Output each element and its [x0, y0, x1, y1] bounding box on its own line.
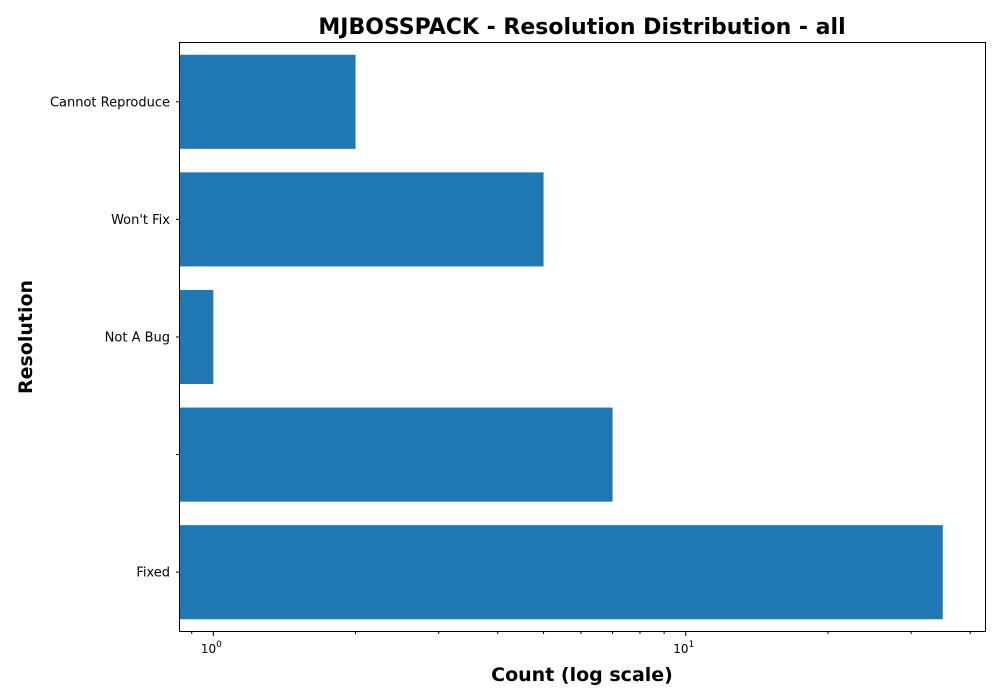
chart-title: MJBOSSPACK - Resolution Distribution - a… — [318, 15, 845, 40]
x-ticks-group: 100 101 — [191, 631, 971, 656]
y-tick-label: Won't Fix — [111, 213, 170, 228]
bar-unlabeled — [180, 407, 613, 502]
bars-group — [180, 54, 943, 620]
bar-not-a-bug — [180, 289, 214, 385]
y-ticks-group: Fixed Not A Bug Won't Fix Cannot Reproduce — [50, 95, 180, 581]
x-tick-label: 101 — [673, 640, 694, 656]
x-tick-label-base: 10 — [673, 642, 688, 656]
x-tick-label-exponent: 0 — [216, 640, 222, 650]
y-tick-label: Fixed — [136, 566, 170, 581]
bar-won-t-fix — [180, 172, 544, 267]
bar-fixed — [180, 525, 943, 620]
x-tick-label-base: 10 — [201, 642, 216, 656]
x-tick-label-exponent: 1 — [689, 640, 695, 650]
x-tick-label: 100 — [201, 640, 222, 656]
bar-cannot-reproduce — [180, 54, 356, 149]
y-tick-label: Cannot Reproduce — [50, 95, 170, 110]
y-tick-label: Not A Bug — [105, 331, 170, 346]
x-axis-label: Count (log scale) — [491, 664, 673, 686]
y-axis-label: Resolution — [15, 280, 37, 394]
